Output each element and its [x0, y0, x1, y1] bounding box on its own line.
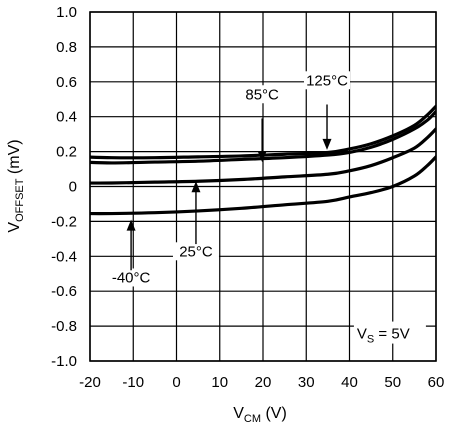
y-tick-label: -0.4	[51, 248, 77, 265]
annotation-arrowhead	[322, 138, 332, 150]
annotation-label: -40°C	[112, 269, 151, 286]
curves	[90, 104, 436, 216]
y-axis-label-sub: OFFSET	[14, 178, 26, 222]
x-tick-label: 50	[384, 374, 401, 391]
x-tick-label: 30	[298, 374, 315, 391]
condition-label-main: V	[357, 326, 367, 343]
annotation-label: 85°C	[245, 86, 279, 103]
y-tick-label: -0.6	[51, 283, 77, 300]
series-line-85c	[90, 109, 436, 165]
x-axis-label-main: V	[233, 405, 244, 422]
x-tick-label: 60	[428, 374, 445, 391]
annotation-arrowhead	[126, 219, 136, 231]
y-tick-label: 0.4	[56, 109, 77, 126]
y-tick-label: 0	[69, 179, 77, 196]
x-tick-label: -10	[122, 374, 144, 391]
annotation-label-bg	[304, 71, 351, 90]
y-tick-label: 0.8	[56, 39, 77, 56]
condition-label: VS = 5V	[357, 326, 410, 346]
y-axis-label: VOFFSET (mV)	[6, 139, 26, 232]
condition-label-bg	[353, 321, 426, 344]
x-tick-label: -20	[79, 374, 101, 391]
annotation-arrowhead	[257, 151, 267, 163]
condition-label-sub: S	[367, 334, 374, 346]
series-line--40c	[90, 155, 436, 216]
y-tick-label: -0.2	[51, 213, 77, 230]
y-tick-label: -0.8	[51, 318, 77, 335]
x-axis-label-unit: (V)	[261, 405, 287, 422]
x-axis-label-sub: CM	[244, 413, 261, 423]
x-tick-label: 10	[211, 374, 228, 391]
x-tick-label: 0	[172, 374, 180, 391]
annotation-label-bg	[172, 242, 219, 261]
x-tick-label: 20	[255, 374, 272, 391]
condition-label-rest: = 5V	[374, 326, 409, 343]
plot-frame	[89, 11, 437, 362]
annotation-arrowhead	[191, 181, 201, 193]
x-tick-label: 40	[341, 374, 358, 391]
y-axis-label-main: V	[6, 222, 23, 233]
annotation-label: 25°C	[179, 243, 213, 260]
x-axis-label: VCM (V)	[233, 405, 287, 423]
tick-labels: -20 -10 0 10 20 30 40 50 60 1.0 0.8 0.6 0.4 0.2 0 -0.2 -…	[51, 4, 444, 391]
y-tick-label: 1.0	[56, 4, 77, 21]
annotation-label-bg	[108, 268, 155, 287]
y-axis-label-unit: (mV)	[6, 139, 23, 178]
y-tick-label: 0.6	[56, 74, 77, 91]
y-tick-label: 0.2	[56, 144, 77, 161]
series-line-25c	[90, 127, 436, 185]
series-line-125c	[90, 104, 436, 160]
annotations: 125°C 85°C 25°C -40°C VS = 5V	[108, 71, 426, 346]
annotation-label-bg	[239, 85, 286, 104]
y-tick-label: -1.0	[51, 353, 77, 370]
annotation-label: 125°C	[306, 72, 348, 89]
